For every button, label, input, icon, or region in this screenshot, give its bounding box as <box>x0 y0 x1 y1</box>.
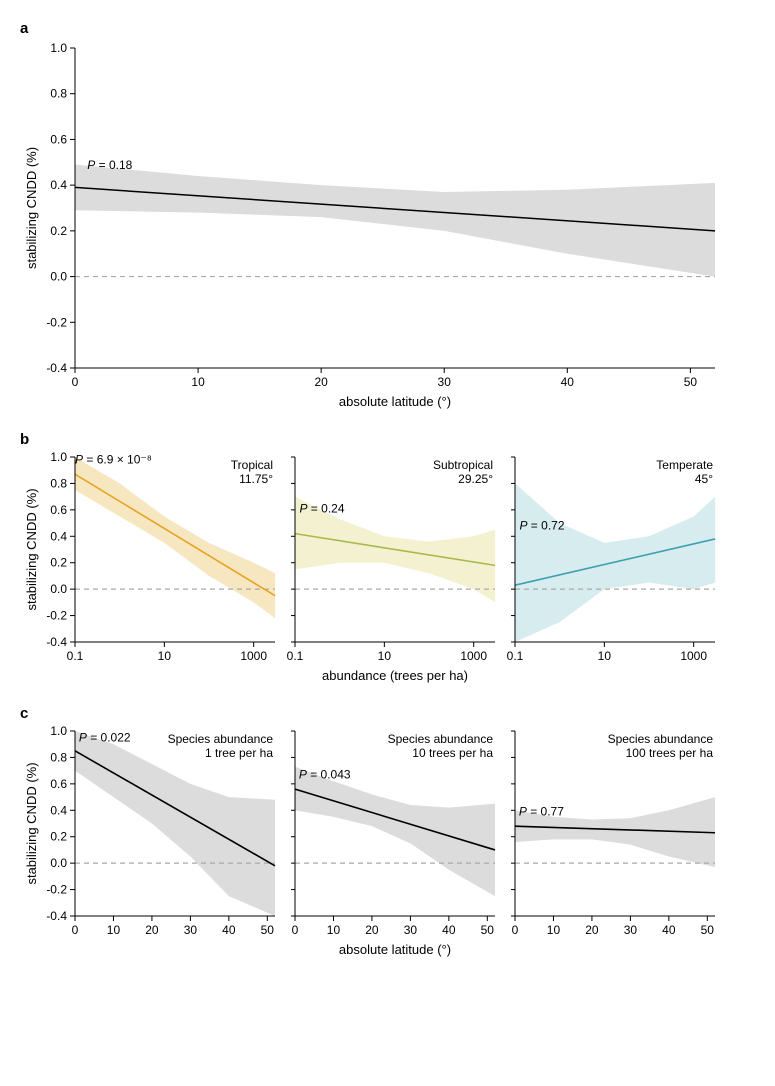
svg-text:40: 40 <box>662 923 676 937</box>
panel-b-label: b <box>20 431 29 448</box>
svg-text:45°: 45° <box>695 472 713 486</box>
svg-text:0.2: 0.2 <box>50 556 67 570</box>
svg-text:absolute latitude (°): absolute latitude (°) <box>339 942 451 957</box>
svg-text:0.8: 0.8 <box>50 87 67 101</box>
panel-a-svg: P = 0.18 -0.4 -0.2 0.0 0.2 0.4 0.6 0.8 1.0 0 10 20 3… <box>20 38 725 413</box>
svg-text:20: 20 <box>145 923 159 937</box>
panel-c-label: c <box>20 705 28 722</box>
svg-text:P = 6.9 × 10⁻⁸: P = 6.9 × 10⁻⁸ <box>75 453 152 467</box>
svg-text:0.0: 0.0 <box>50 856 67 870</box>
svg-text:1000: 1000 <box>680 649 707 663</box>
svg-text:0.2: 0.2 <box>50 224 67 238</box>
svg-text:-0.4: -0.4 <box>46 635 67 649</box>
svg-text:0.1: 0.1 <box>287 649 304 663</box>
svg-text:P = 0.18: P = 0.18 <box>87 158 132 172</box>
svg-text:P = 0.77: P = 0.77 <box>519 805 564 819</box>
panel-b-svg: P = 6.9 × 10⁻⁸ Tropical11.75° -0.4 -0.2 0.0 0… <box>20 449 720 687</box>
svg-text:100 trees per ha: 100 trees per ha <box>626 746 714 760</box>
svg-text:30: 30 <box>438 375 452 389</box>
svg-text:stabilizing CNDD (%): stabilizing CNDD (%) <box>24 762 39 884</box>
svg-text:0.2: 0.2 <box>50 830 67 844</box>
svg-text:11.75°: 11.75° <box>239 472 273 486</box>
svg-text:-0.2: -0.2 <box>46 883 67 897</box>
svg-text:0: 0 <box>72 375 79 389</box>
svg-text:1000: 1000 <box>460 649 487 663</box>
svg-text:50: 50 <box>261 923 275 937</box>
svg-text:10: 10 <box>191 375 205 389</box>
svg-text:Subtropical: Subtropical <box>433 458 493 472</box>
svg-text:0.0: 0.0 <box>50 582 67 596</box>
panel-a-label: a <box>20 20 28 37</box>
svg-text:10: 10 <box>327 923 341 937</box>
svg-text:Tropical: Tropical <box>231 458 273 472</box>
svg-text:40: 40 <box>222 923 236 937</box>
svg-text:0.1: 0.1 <box>67 649 84 663</box>
svg-text:10: 10 <box>107 923 121 937</box>
svg-text:10 trees per ha: 10 trees per ha <box>412 746 493 760</box>
svg-text:P = 0.24: P = 0.24 <box>299 502 344 516</box>
svg-text:1.0: 1.0 <box>50 724 67 738</box>
svg-text:1.0: 1.0 <box>50 450 67 464</box>
svg-text:30: 30 <box>184 923 198 937</box>
svg-text:0.6: 0.6 <box>50 777 67 791</box>
svg-text:0: 0 <box>292 923 299 937</box>
svg-text:abundance (trees per ha): abundance (trees per ha) <box>322 668 468 683</box>
svg-text:29.25°: 29.25° <box>458 472 493 486</box>
svg-text:stabilizing CNDD (%): stabilizing CNDD (%) <box>24 147 39 269</box>
svg-text:0: 0 <box>72 923 79 937</box>
svg-text:20: 20 <box>365 923 379 937</box>
panel-c-svg: P = 0.022Species abundance1 tree per ha-… <box>20 723 720 961</box>
panel-b: b P = 6.9 × 10⁻⁸ Tropical11.75° -0.4 -0.2 0.… <box>20 431 755 687</box>
svg-text:0.4: 0.4 <box>50 803 67 817</box>
svg-text:0.0: 0.0 <box>50 270 67 284</box>
svg-text:0.8: 0.8 <box>50 476 67 490</box>
panel-c: c P = 0.022Species abundance1 tree per h… <box>20 705 755 961</box>
figure-root: a P = 0.18 -0.4 -0.2 0.0 0.2 0.4 0.6 0.8 1.0 0 10 2… <box>20 20 755 961</box>
svg-text:0.6: 0.6 <box>50 132 67 146</box>
svg-text:stabilizing CNDD (%): stabilizing CNDD (%) <box>24 488 39 610</box>
svg-text:20: 20 <box>314 375 328 389</box>
svg-text:0.1: 0.1 <box>507 649 524 663</box>
svg-text:P = 0.043: P = 0.043 <box>299 768 351 782</box>
svg-text:50: 50 <box>701 923 715 937</box>
svg-text:50: 50 <box>481 923 495 937</box>
panel-a: a P = 0.18 -0.4 -0.2 0.0 0.2 0.4 0.6 0.8 1.0 0 10 2… <box>20 20 755 413</box>
svg-text:-0.2: -0.2 <box>46 609 67 623</box>
svg-text:40: 40 <box>561 375 575 389</box>
svg-text:40: 40 <box>442 923 456 937</box>
svg-text:-0.2: -0.2 <box>46 315 67 329</box>
svg-text:30: 30 <box>624 923 638 937</box>
svg-text:10: 10 <box>158 649 172 663</box>
svg-text:0.4: 0.4 <box>50 529 67 543</box>
svg-text:Species abundance: Species abundance <box>388 732 494 746</box>
svg-text:0.8: 0.8 <box>50 750 67 764</box>
svg-text:50: 50 <box>684 375 698 389</box>
svg-text:1 tree per ha: 1 tree per ha <box>205 746 273 760</box>
svg-text:Temperate: Temperate <box>656 458 713 472</box>
svg-text:-0.4: -0.4 <box>46 909 67 923</box>
svg-text:0.4: 0.4 <box>50 178 67 192</box>
svg-text:1000: 1000 <box>240 649 267 663</box>
svg-text:Species abundance: Species abundance <box>168 732 274 746</box>
svg-text:0.6: 0.6 <box>50 503 67 517</box>
svg-text:1.0: 1.0 <box>50 41 67 55</box>
svg-text:10: 10 <box>378 649 392 663</box>
svg-text:-0.4: -0.4 <box>46 361 67 375</box>
svg-text:10: 10 <box>547 923 561 937</box>
svg-text:0: 0 <box>512 923 519 937</box>
svg-text:30: 30 <box>404 923 418 937</box>
svg-text:P = 0.72: P = 0.72 <box>519 519 564 533</box>
svg-text:P = 0.022: P = 0.022 <box>79 731 131 745</box>
svg-text:20: 20 <box>585 923 599 937</box>
svg-text:10: 10 <box>598 649 612 663</box>
svg-text:Species abundance: Species abundance <box>608 732 714 746</box>
svg-text:absolute latitude (°): absolute latitude (°) <box>339 394 451 409</box>
